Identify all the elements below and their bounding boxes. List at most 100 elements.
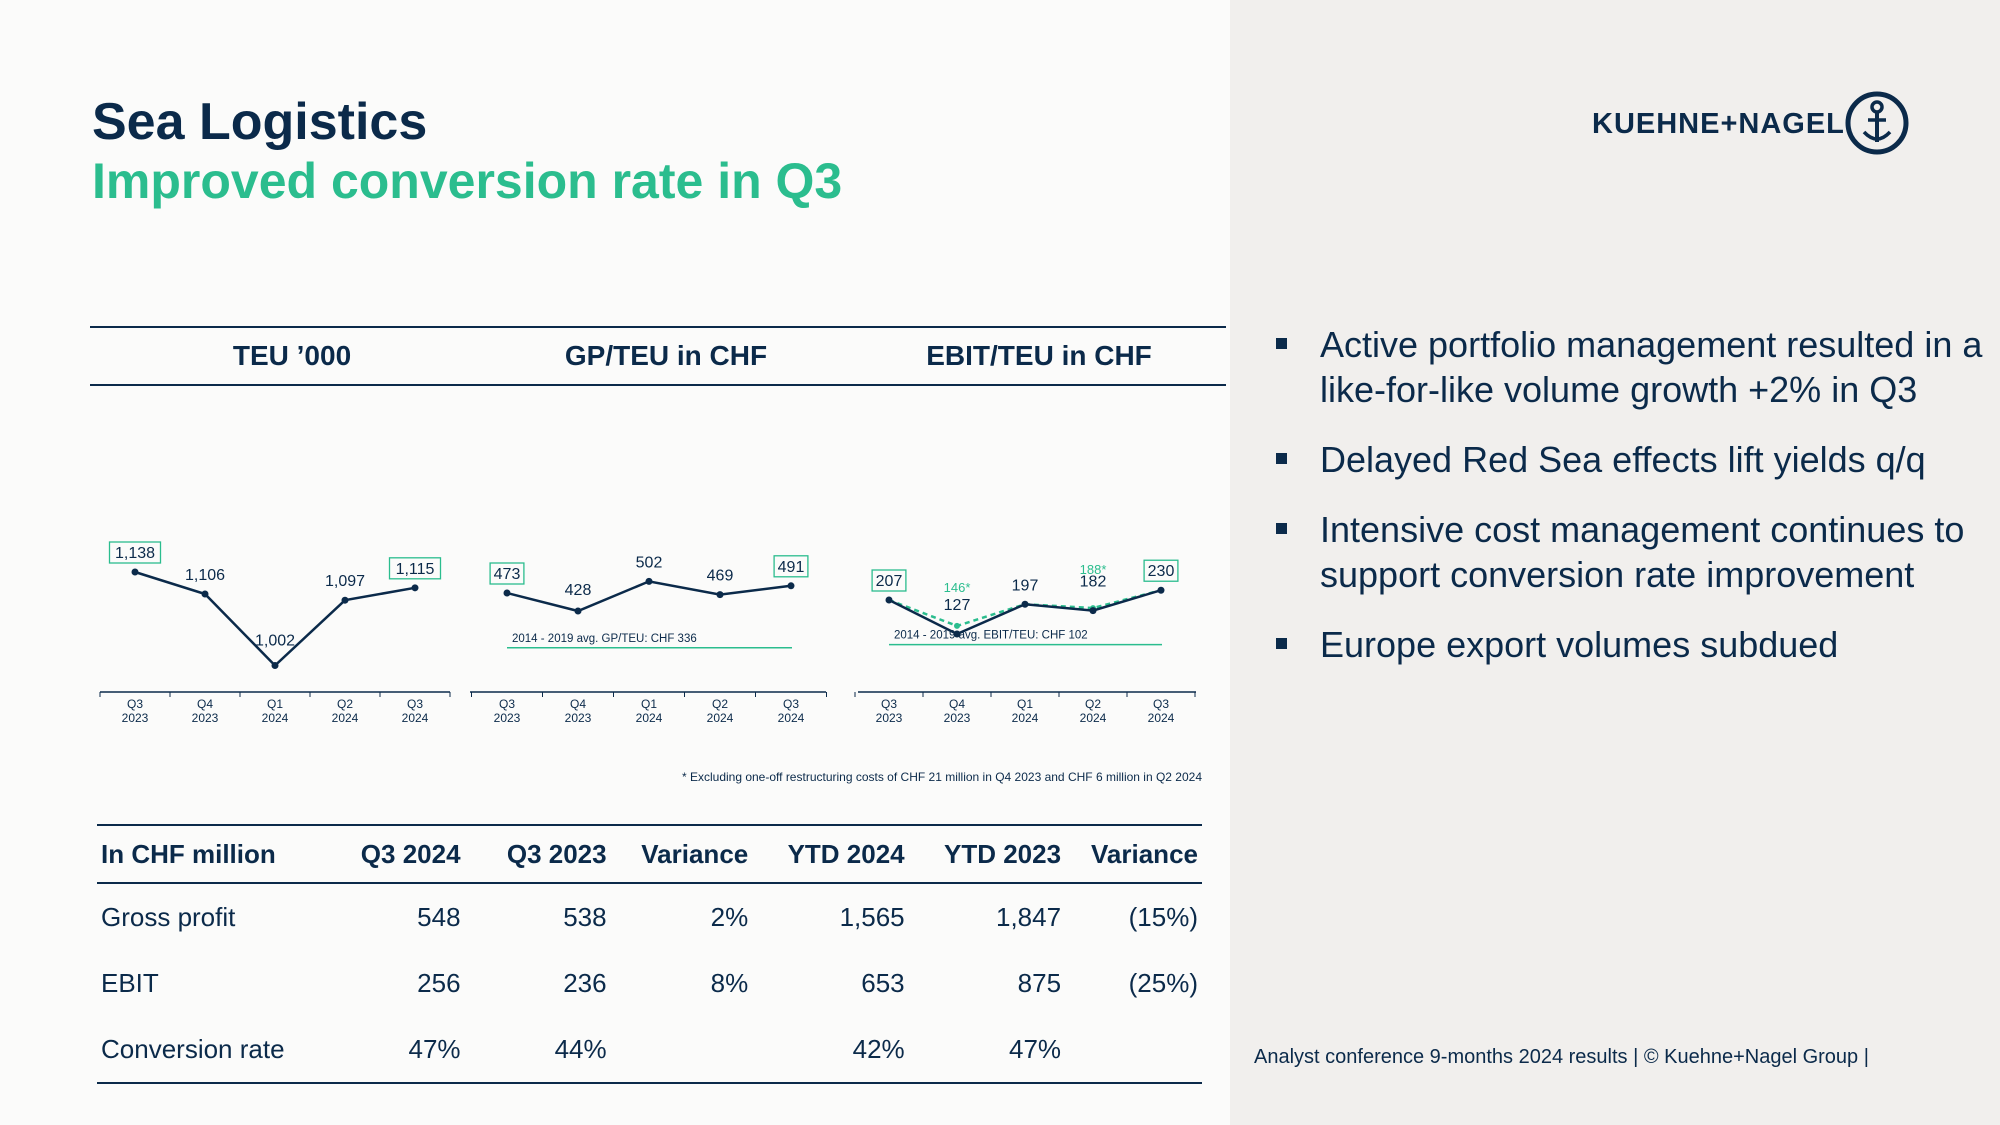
x-tick-label: Q3 — [407, 697, 423, 711]
x-tick-label: 2024 — [402, 711, 429, 725]
series-line — [888, 589, 1162, 636]
logo-wordmark: KUEHNE+NAGEL — [1592, 108, 1845, 140]
data-point — [503, 589, 511, 597]
data-label: 207 — [876, 573, 903, 590]
table-cell: 653 — [861, 967, 905, 998]
x-tick-label: 2024 — [1148, 711, 1175, 725]
table-cell: 42% — [752, 1016, 909, 1084]
bullet-square-icon — [1276, 453, 1287, 464]
bullet-item: Active portfolio management resulted in … — [1272, 322, 1992, 412]
chart-header-bar: TEU ’000 GP/TEU in CHF EBIT/TEU in CHF — [90, 326, 1226, 386]
data-point — [411, 584, 419, 592]
highlight-box — [489, 562, 525, 585]
data-point — [131, 568, 139, 576]
bullet-square-icon — [1276, 523, 1287, 534]
financial-table: In CHF million Q3 2024 Q3 2023 Variance … — [97, 824, 1202, 1084]
col-header: Variance — [610, 824, 753, 884]
col-header: Q3 2024 — [332, 824, 465, 884]
table-cell: 44% — [464, 1016, 611, 1084]
header-teu: TEU ’000 — [232, 340, 352, 371]
data-label: 491 — [778, 559, 805, 576]
right-panel — [1230, 0, 2000, 1125]
table-row: EBIT 256 236 8% 653 875 (25%) — [97, 950, 1202, 1016]
bullet-text: Active portfolio management resulted in … — [1320, 324, 1983, 410]
x-tick-label: Q2 — [712, 697, 728, 711]
x-tick-label: Q4 — [197, 697, 213, 711]
data-label: 469 — [707, 568, 734, 585]
data-label: 1,106 — [185, 567, 225, 584]
table-cell: 875 — [1017, 967, 1062, 998]
data-point — [1157, 586, 1165, 594]
highlight-box — [871, 569, 907, 592]
col-header: YTD 2024 — [752, 824, 909, 884]
table-cell: 256 — [417, 967, 461, 998]
slide-title: Sea Logistics — [92, 93, 428, 151]
data-label: 1,138 — [115, 545, 155, 562]
col-header: Q3 2023 — [464, 824, 611, 884]
bullet-square-icon — [1276, 338, 1287, 349]
x-tick-label: Q3 — [499, 697, 515, 711]
x-tick-label: 2023 — [565, 711, 592, 725]
data-point — [885, 596, 893, 604]
x-tick-label: Q3 — [1153, 697, 1169, 711]
bullet-text: Intensive cost management continues to s… — [1320, 509, 1965, 595]
bullet-list: Active portfolio management resulted in … — [1272, 322, 1992, 692]
data-point — [1089, 607, 1097, 615]
data-point — [787, 582, 795, 590]
x-tick-label: Q1 — [641, 697, 657, 711]
header-gp-teu: GP/TEU in CHF — [564, 340, 768, 371]
x-tick-label: 2024 — [262, 711, 289, 725]
adjusted-data-label: 146* — [944, 580, 971, 595]
data-point — [645, 577, 653, 585]
table-cell: 538 — [563, 901, 607, 932]
bullet-item: Europe export volumes subdued — [1272, 622, 1992, 667]
table-cell: EBIT — [101, 967, 159, 998]
x-tick-label: 2024 — [778, 711, 805, 725]
table-cell: 548 — [417, 901, 461, 932]
x-tick-label: Q2 — [1085, 697, 1101, 711]
anchor-icon — [1845, 91, 1909, 155]
series-line — [134, 570, 416, 668]
table-cell — [610, 1016, 753, 1084]
data-label: 473 — [494, 566, 521, 583]
data-label: 197 — [1012, 577, 1039, 594]
data-point — [574, 607, 582, 615]
slide-subtitle: Improved conversion rate in Q3 — [92, 153, 843, 209]
bullet-text: Europe export volumes subdued — [1320, 624, 1839, 665]
data-label: 428 — [565, 582, 592, 599]
x-tick-label: 2023 — [192, 711, 219, 725]
bullet-text: Delayed Red Sea effects lift yields q/q — [1320, 439, 1926, 480]
table-cell: 8% — [710, 967, 749, 998]
table-cell: (15%) — [1128, 901, 1198, 932]
charts-area: Q32023Q42023Q12024Q22024Q320241,1381,106… — [99, 541, 1196, 725]
data-label: 502 — [636, 554, 663, 571]
table-cell: 47% — [908, 1016, 1066, 1084]
x-tick-label: 2024 — [1012, 711, 1039, 725]
table-row: Gross profit 548 538 2% 1,565 1,847 (15%… — [97, 883, 1202, 950]
bullet-item: Delayed Red Sea effects lift yields q/q — [1272, 437, 1992, 482]
x-tick-label: 2023 — [876, 711, 903, 725]
reference-label: 2014 - 2019 avg. GP/TEU: CHF 336 — [512, 633, 697, 645]
table-header-row: In CHF million Q3 2024 Q3 2023 Variance … — [97, 824, 1202, 884]
x-tick-label: 2023 — [944, 711, 971, 725]
adjusted-data-point — [954, 622, 960, 629]
table-cell: Conversion rate — [97, 1016, 333, 1084]
table-cell: Gross profit — [101, 901, 236, 932]
data-label: 182 — [1080, 574, 1107, 591]
header-ebit-teu: EBIT/TEU in CHF — [926, 340, 1152, 371]
highlight-box — [773, 555, 809, 578]
x-tick-label: 2024 — [636, 711, 663, 725]
reference-label: 2014 - 2019 avg. EBIT/TEU: CHF 102 — [894, 630, 1088, 642]
company-logo: KUEHNE+NAGEL — [1592, 90, 1912, 156]
adjusted-data-label: 188* — [1080, 562, 1107, 577]
table-cell: 236 — [563, 967, 607, 998]
data-point — [201, 590, 209, 598]
x-tick-label: Q3 — [783, 697, 799, 711]
col-header: YTD 2023 — [908, 824, 1066, 884]
highlight-box — [108, 541, 162, 564]
table-cell — [1065, 1016, 1202, 1084]
table-cell: (25%) — [1128, 967, 1198, 998]
data-label: 1,115 — [396, 561, 435, 578]
highlight-box — [388, 557, 442, 580]
col-header: Variance — [1065, 824, 1202, 884]
